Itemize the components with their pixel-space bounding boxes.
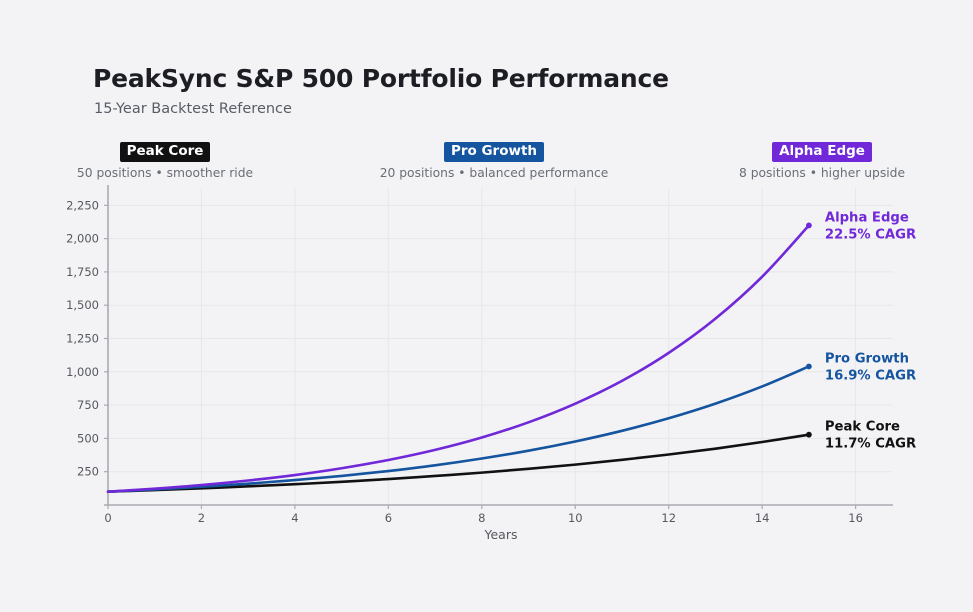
series-endpoint-annotations: Peak Core 11.7% CAGR Pro Growth 16.9% CAGR A…: [805, 210, 916, 452]
legend-badge-pro-growth: Pro Growth: [443, 142, 545, 163]
series-lines: [106, 224, 811, 493]
y-tick-label: 2,000: [66, 232, 99, 246]
page-title: PeakSync S&P 500 Portfolio Performance: [93, 64, 669, 93]
grid-lines: [107, 188, 893, 505]
x-tick-label: 12: [661, 511, 676, 525]
legend-item-pro-growth[interactable]: Pro Growth 20 positions • balanced perfo…: [364, 140, 624, 180]
series-line-pro-growth: [106, 365, 811, 493]
x-tick-label: 8: [478, 511, 485, 525]
legend-caption-peak-core: 50 positions • smoother ride: [76, 166, 254, 181]
x-tick-label: 6: [385, 511, 392, 525]
endpoint-dot-peak-core: [805, 431, 812, 438]
x-tick-label: 10: [568, 511, 583, 525]
endpoint-label-alpha-edge: Alpha Edge: [825, 210, 909, 225]
endpoint-label-peak-core: Peak Core: [825, 420, 900, 435]
x-tick-label: 2: [198, 511, 205, 525]
endpoint-dot-pro-growth: [805, 363, 812, 370]
x-tick-label: 0: [104, 511, 111, 525]
legend-badge-alpha-edge: Alpha Edge: [772, 142, 872, 163]
legend-badge-peak-core: Peak Core: [119, 142, 211, 163]
legend-item-alpha-edge[interactable]: Alpha Edge 8 positions • higher upside: [692, 140, 952, 180]
x-axis-title: Years: [484, 527, 518, 542]
y-tick-label: 2,250: [66, 198, 99, 212]
x-tick-label: 16: [848, 511, 863, 525]
endpoint-dot-alpha-edge: [805, 222, 812, 229]
y-tick-label: 1,000: [66, 365, 99, 379]
y-tick-label: 1,250: [66, 332, 99, 346]
page-subtitle: 15-Year Backtest Reference: [94, 101, 292, 117]
endpoint-cagr-peak-core: 11.7% CAGR: [825, 437, 916, 452]
endpoint-cagr-pro-growth: 16.9% CAGR: [825, 368, 916, 383]
endpoint-cagr-alpha-edge: 22.5% CAGR: [825, 227, 916, 242]
x-axis-tick-labels: 0 2 4 6 8 10 12 14 16: [104, 505, 863, 525]
legend-item-peak-core[interactable]: Peak Core 50 positions • smoother ride: [35, 140, 295, 180]
y-tick-label: 1,500: [66, 298, 99, 312]
x-tick-label: 4: [291, 511, 298, 525]
y-axis-tick-labels: 250 500 750 1,000 1,250 1,500 1,750 2,000 2,250: [66, 198, 108, 479]
y-tick-label: 750: [77, 398, 99, 412]
series-line-alpha-edge: [106, 224, 811, 493]
y-tick-label: 500: [77, 431, 99, 445]
endpoint-label-pro-growth: Pro Growth: [825, 351, 909, 366]
y-tick-label: 250: [77, 465, 99, 479]
legend-caption-pro-growth: 20 positions • balanced performance: [379, 166, 609, 181]
x-tick-label: 14: [755, 511, 770, 525]
legend-caption-alpha-edge: 8 positions • higher upside: [738, 166, 906, 181]
y-tick-label: 1,750: [66, 265, 99, 279]
series-line-peak-core: [106, 433, 811, 493]
